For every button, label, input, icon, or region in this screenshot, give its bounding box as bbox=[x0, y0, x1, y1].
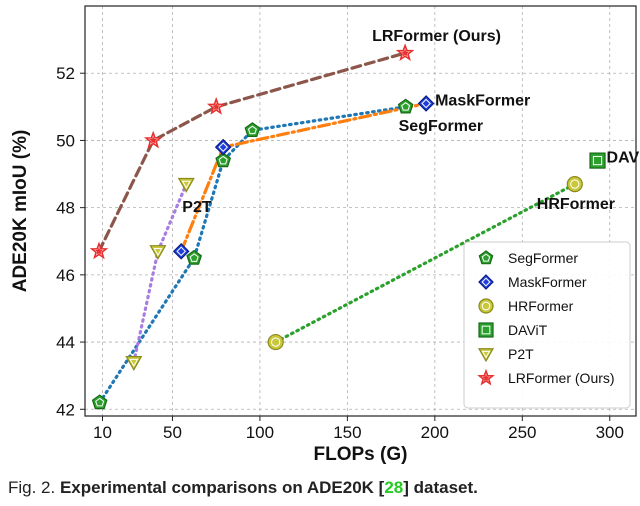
series-0-point-1 bbox=[186, 249, 202, 265]
legend-marker-1 bbox=[478, 274, 494, 290]
series-4-point-0 bbox=[125, 356, 143, 371]
legend-label-3: DAViT bbox=[508, 322, 548, 338]
legend: SegFormer MaskFormer HRFormer DAViT P2T LRFor… bbox=[463, 241, 631, 409]
x-axis-label: FLOPs (G) bbox=[314, 444, 408, 465]
y-tick-label: 52 bbox=[56, 64, 75, 83]
y-tick-label: 48 bbox=[56, 199, 75, 218]
annotation-label: HRFormer bbox=[537, 196, 615, 213]
x-tick-label: 150 bbox=[333, 423, 361, 442]
annotation-label: LRFormer (Ours) bbox=[372, 28, 501, 45]
y-tick-label: 44 bbox=[56, 333, 75, 352]
y-axis-label: ADE20K mIoU (%) bbox=[10, 130, 31, 293]
series-0-point-2 bbox=[215, 152, 232, 168]
series-1-point-2 bbox=[417, 95, 435, 112]
series-line-0 bbox=[98, 105, 408, 405]
y-tick-label: 50 bbox=[56, 131, 75, 150]
caption-main: Experimental comparisons on ADE20K [ bbox=[59, 478, 385, 497]
x-tick-label: 300 bbox=[596, 423, 624, 442]
annotations: LRFormer (Ours) MaskFormer SegFormer DAViT H… bbox=[182, 28, 640, 216]
plot-frame bbox=[84, 5, 637, 417]
series-2-point-1 bbox=[566, 176, 583, 193]
series-2-point-0 bbox=[267, 333, 284, 351]
series-0-point-3 bbox=[244, 122, 261, 138]
legend-box bbox=[463, 241, 631, 409]
series-5-point-2 bbox=[206, 97, 226, 115]
legend-label-4: P2T bbox=[508, 346, 534, 362]
chart: LRFormer (Ours) MaskFormer SegFormer DAViT H… bbox=[10, 5, 640, 465]
series-5-point-0 bbox=[89, 241, 109, 260]
x-tick-label: 250 bbox=[508, 423, 536, 442]
annotation-label: DAViT bbox=[607, 150, 640, 167]
caption-prefix: Fig. 2. bbox=[8, 478, 60, 497]
annotation-label: SegFormer bbox=[399, 118, 483, 135]
axes: 10 50 100 150 200 250 300 42 44 46 48 50 52 FLOPs (G)… bbox=[10, 5, 637, 465]
series-4-point-1 bbox=[149, 245, 167, 261]
x-tick-label: 100 bbox=[246, 423, 274, 442]
series-4-point-2 bbox=[177, 177, 195, 193]
series-line-2 bbox=[274, 182, 577, 344]
annotation-label: MaskFormer bbox=[435, 92, 530, 109]
legend-label-1: MaskFormer bbox=[508, 274, 587, 290]
legend-marker-5 bbox=[477, 368, 495, 386]
series-line-5 bbox=[97, 51, 407, 253]
series-5-point-3 bbox=[395, 43, 415, 61]
y-tick-label: 46 bbox=[56, 266, 75, 285]
annotation-label: P2T bbox=[182, 199, 212, 216]
caption-end: ] dataset. bbox=[403, 478, 478, 497]
figure-caption: Fig. 2. Experimental comparisons on ADE2… bbox=[8, 478, 636, 498]
series-0-point-4 bbox=[397, 98, 414, 114]
x-tick-label: 200 bbox=[421, 423, 449, 442]
legend-label-2: HRFormer bbox=[508, 298, 574, 314]
legend-marker-4 bbox=[477, 348, 495, 363]
caption-ref: 28 bbox=[384, 478, 404, 497]
legend-label-0: SegFormer bbox=[508, 250, 578, 266]
x-tick-label: 10 bbox=[93, 423, 112, 442]
series-5-point-1 bbox=[143, 130, 163, 149]
series-1-point-1 bbox=[214, 138, 232, 156]
series-1-point-0 bbox=[172, 242, 190, 260]
legend-label-5: LRFormer (Ours) bbox=[508, 370, 615, 386]
legend-marker-0 bbox=[478, 250, 494, 265]
y-tick-label: 42 bbox=[56, 400, 75, 419]
x-tick-label: 50 bbox=[163, 423, 182, 442]
legend-marker-2 bbox=[478, 298, 494, 314]
legend-marker-3 bbox=[478, 322, 494, 338]
series-3-point-0 bbox=[589, 152, 606, 169]
series-0-point-0 bbox=[91, 394, 108, 410]
series-markers bbox=[89, 43, 606, 410]
